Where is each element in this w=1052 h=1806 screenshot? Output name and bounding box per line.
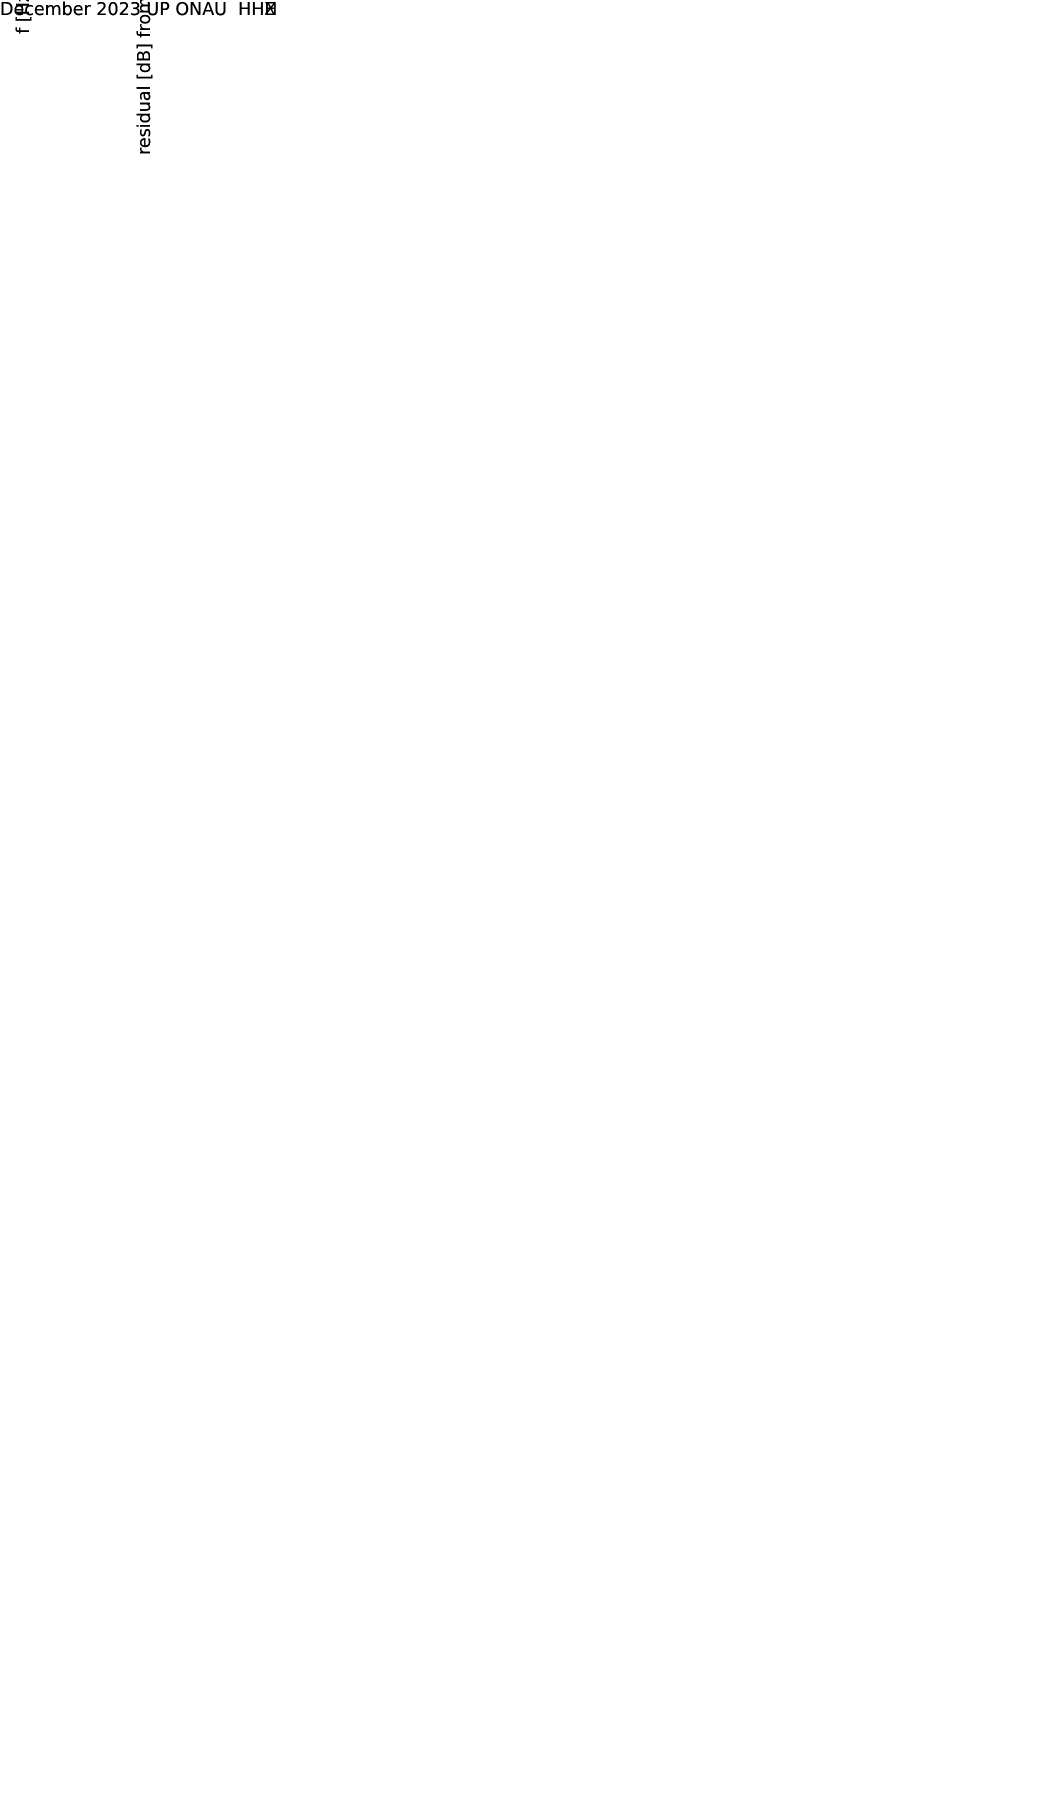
x-axis-title-hhe: December 2023 UP ONAU HHE: [0, 0, 276, 20]
x-axis-title-hhz: December 2023 UP ONAU HHZ: [0, 0, 277, 20]
x-axis-title-hhn: December 2023 UP ONAU HHN: [0, 0, 278, 20]
colorbar-title-hhz: residual [dB] from average curve: [134, 0, 155, 155]
colorbar-hhz: [0, 0, 300, 150]
